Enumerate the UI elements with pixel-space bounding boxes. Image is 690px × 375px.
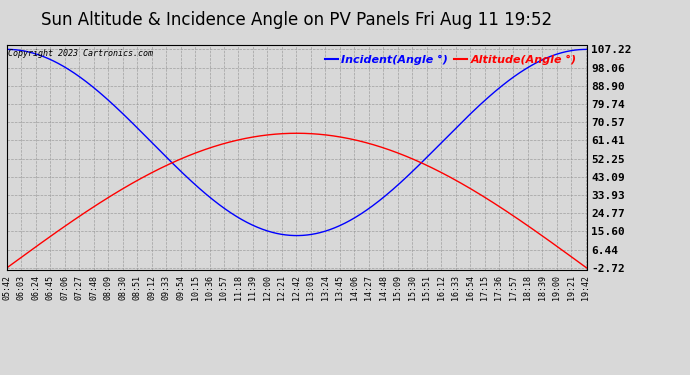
Text: Sun Altitude & Incidence Angle on PV Panels Fri Aug 11 19:52: Sun Altitude & Incidence Angle on PV Pan…: [41, 11, 552, 29]
Legend: Incident(Angle °), Altitude(Angle °): Incident(Angle °), Altitude(Angle °): [320, 51, 581, 69]
Text: Copyright 2023 Cartronics.com: Copyright 2023 Cartronics.com: [8, 50, 153, 58]
